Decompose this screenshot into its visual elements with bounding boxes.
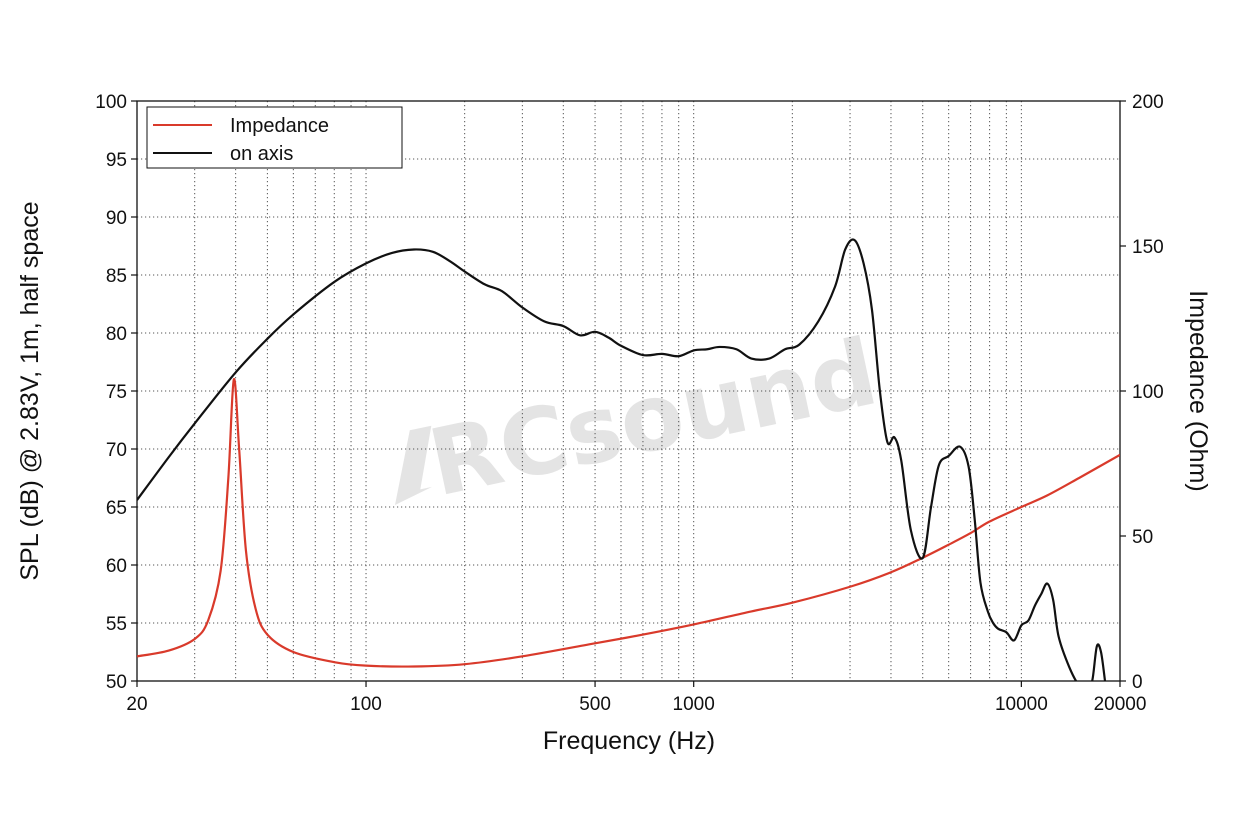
x-tick-label: 20 <box>126 694 147 715</box>
x-tick-label: 20000 <box>1094 694 1147 715</box>
x-tick-label: 10000 <box>995 694 1048 715</box>
watermark-text: RCsound <box>420 318 886 517</box>
y-tick-label: 95 <box>106 150 127 171</box>
watermark-logo: RCsound <box>395 318 886 517</box>
x-axis-title: Frequency (Hz) <box>543 727 715 755</box>
y2-axis-title: Impedance (Ohm) <box>1184 290 1212 491</box>
y2-tick-label: 0 <box>1132 672 1143 693</box>
legend: Impedance on axis <box>146 106 403 169</box>
y-tick-label: 100 <box>95 92 127 113</box>
series-line-on-axis <box>137 238 1107 681</box>
y-tick-label: 85 <box>106 266 127 287</box>
watermark-shape <box>395 425 433 505</box>
x-tick-label: 100 <box>350 694 382 715</box>
y-axis-title: SPL (dB) @ 2.83V, 1m, half space <box>16 201 44 580</box>
y-tick-label: 50 <box>106 672 127 693</box>
y-tick-label: 65 <box>106 498 127 519</box>
legend-label-impedance: Impedance <box>230 115 329 137</box>
y-tick-label: 90 <box>106 208 127 229</box>
legend-box <box>146 106 403 169</box>
x-tick-label: 500 <box>579 694 611 715</box>
y-tick-label: 70 <box>106 440 127 461</box>
y-tick-label: 75 <box>106 382 127 403</box>
y2-tick-label: 50 <box>1132 527 1153 548</box>
y-tick-label: 60 <box>106 556 127 577</box>
y2-tick-label: 150 <box>1132 237 1164 258</box>
y2-tick-label: 100 <box>1132 382 1164 403</box>
y2-tick-label: 200 <box>1132 92 1164 113</box>
grid <box>137 101 1120 681</box>
legend-label-on-axis: on axis <box>230 143 293 165</box>
series-line-impedance <box>137 378 1120 668</box>
y-tick-label: 80 <box>106 324 127 345</box>
y-tick-label: 55 <box>106 614 127 635</box>
series-layer <box>137 238 1120 681</box>
x-tick-label: 1000 <box>673 694 715 715</box>
